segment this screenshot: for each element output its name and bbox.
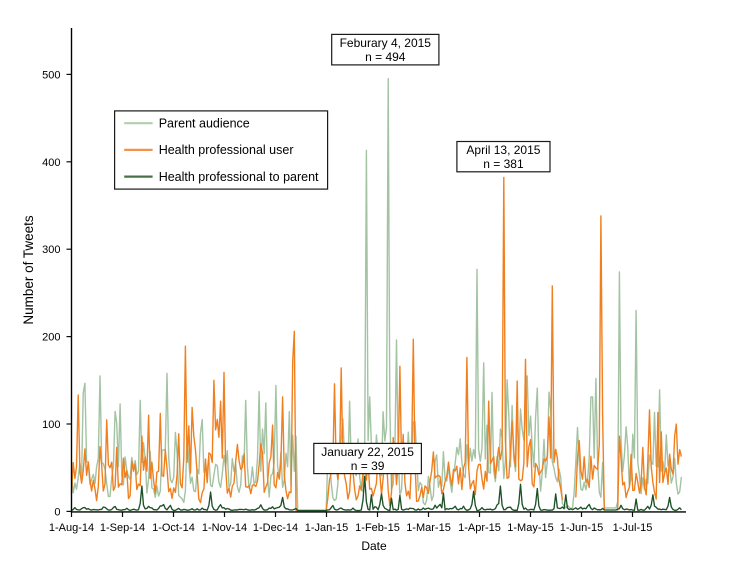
svg-text:1-Sep-14: 1-Sep-14	[100, 522, 145, 534]
svg-text:1-Jul-15: 1-Jul-15	[613, 522, 653, 534]
svg-text:1-Apr-15: 1-Apr-15	[458, 522, 501, 534]
svg-text:300: 300	[42, 244, 60, 256]
svg-text:1-Feb-15: 1-Feb-15	[355, 522, 400, 534]
svg-text:Parent audience: Parent audience	[159, 117, 250, 131]
svg-text:Date: Date	[361, 539, 387, 553]
svg-text:100: 100	[42, 419, 60, 431]
svg-text:1-Aug-14: 1-Aug-14	[49, 522, 94, 534]
svg-text:400: 400	[42, 157, 60, 169]
svg-text:0: 0	[54, 506, 60, 518]
svg-text:500: 500	[42, 69, 60, 81]
svg-text:Health professional user: Health professional user	[159, 143, 294, 157]
svg-text:1-Oct-14: 1-Oct-14	[152, 522, 195, 534]
svg-text:1-Nov-14: 1-Nov-14	[202, 522, 247, 534]
svg-text:Health professional to parent: Health professional to parent	[159, 170, 319, 184]
svg-text:1-May-15: 1-May-15	[507, 522, 553, 534]
svg-text:1-Dec-14: 1-Dec-14	[253, 522, 298, 534]
svg-text:April 13, 2015: April 13, 2015	[466, 143, 540, 157]
svg-text:January 22, 2015: January 22, 2015	[321, 445, 414, 459]
svg-text:n = 381: n = 381	[483, 157, 524, 171]
svg-text:Feburary 4, 2015: Feburary 4, 2015	[340, 36, 432, 50]
svg-text:200: 200	[42, 332, 60, 344]
svg-text:Number of Tweets: Number of Tweets	[21, 215, 36, 325]
svg-text:1-Mar-15: 1-Mar-15	[406, 522, 451, 534]
svg-text:1-Jan-15: 1-Jan-15	[305, 522, 348, 534]
svg-text:n = 494: n = 494	[365, 50, 406, 64]
svg-text:n = 39: n = 39	[351, 459, 385, 473]
svg-text:1-Jun-15: 1-Jun-15	[560, 522, 603, 534]
